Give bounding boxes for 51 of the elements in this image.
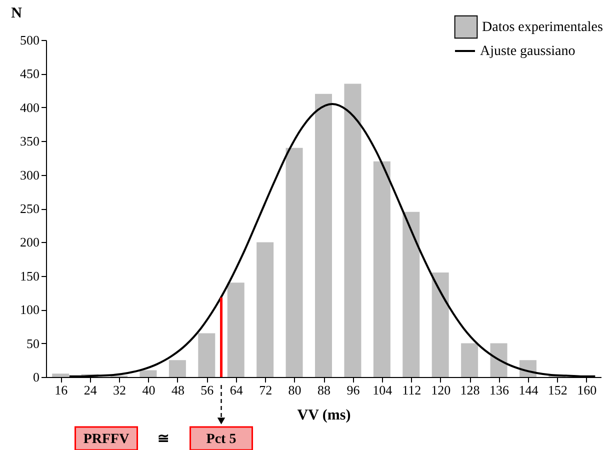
legend-label: Ajuste gaussiano bbox=[480, 44, 576, 59]
bar bbox=[227, 282, 244, 377]
bar bbox=[402, 212, 420, 377]
y-tick-label: 100 bbox=[20, 302, 40, 318]
bar bbox=[344, 84, 362, 377]
x-tick-label: 24 bbox=[84, 382, 98, 398]
x-tick-label: 72 bbox=[259, 382, 272, 398]
bar bbox=[315, 94, 332, 377]
y-tick-label: 350 bbox=[20, 134, 40, 149]
x-tick-label: 96 bbox=[346, 382, 360, 398]
bar bbox=[168, 360, 186, 377]
x-tick-label: 104 bbox=[372, 382, 393, 398]
x-tick-label: 40 bbox=[142, 382, 156, 398]
bar bbox=[432, 272, 449, 377]
y-tick-label: 500 bbox=[20, 32, 40, 48]
x-tick-label: 80 bbox=[288, 382, 302, 398]
x-tick-label: 16 bbox=[54, 382, 68, 398]
x-tick-label: 128 bbox=[460, 382, 480, 398]
bar bbox=[256, 242, 274, 377]
text: Pct 5 bbox=[206, 432, 236, 447]
bar bbox=[373, 161, 390, 377]
y-tick-label: 200 bbox=[20, 234, 40, 250]
x-axis-title: VV (ms) bbox=[297, 408, 351, 424]
x-tick-label: 32 bbox=[113, 382, 126, 398]
x-tick-label: 112 bbox=[402, 382, 422, 398]
bar bbox=[140, 370, 157, 377]
x-tick-label: 64 bbox=[230, 382, 244, 398]
legend-label: Datos experimentales bbox=[482, 20, 603, 35]
x-tick-label: 160 bbox=[577, 382, 597, 398]
bar bbox=[52, 374, 70, 377]
x-tick-label: 88 bbox=[318, 382, 330, 398]
x-tick-label: 144 bbox=[518, 382, 539, 398]
bar bbox=[490, 343, 508, 377]
x-tick-label: 120 bbox=[431, 382, 451, 398]
y-tick-label: 300 bbox=[20, 167, 40, 182]
y-tick-label: 250 bbox=[20, 201, 40, 216]
y-axis-title: N bbox=[11, 6, 22, 22]
bar bbox=[461, 343, 478, 377]
bar bbox=[286, 148, 303, 377]
y-tick-label: 0 bbox=[33, 370, 40, 384]
x-tick-label: 136 bbox=[490, 382, 510, 398]
y-tick-label: 50 bbox=[26, 336, 40, 351]
x-tick-label: 56 bbox=[200, 382, 214, 398]
text: ≅ bbox=[157, 432, 170, 447]
y-tick-label: 450 bbox=[20, 66, 40, 82]
x-tick-label: 48 bbox=[171, 382, 184, 398]
y-tick-label: 400 bbox=[20, 100, 40, 115]
text: PRFFV bbox=[83, 432, 130, 447]
bar bbox=[198, 333, 216, 377]
y-tick-label: 150 bbox=[20, 268, 40, 284]
x-tick-label: 152 bbox=[548, 382, 568, 398]
